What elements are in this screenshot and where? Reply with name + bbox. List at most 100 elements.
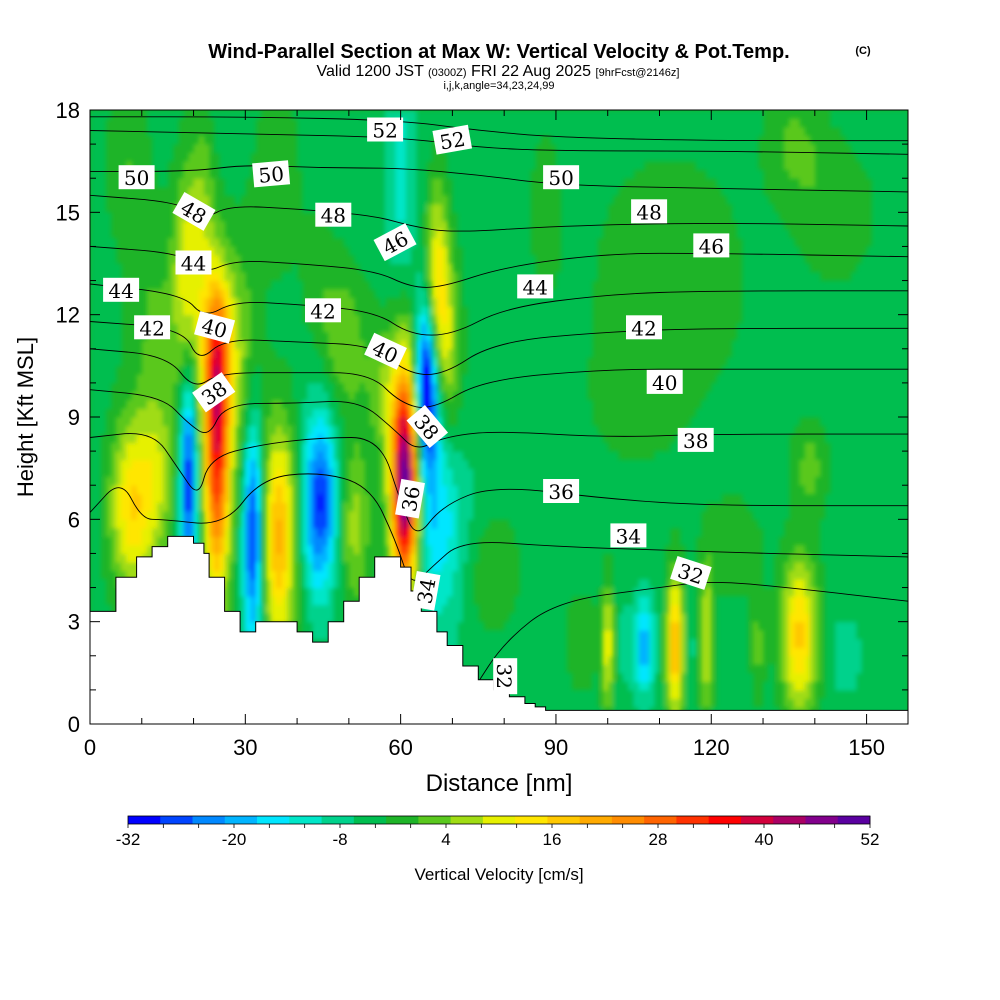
velocity-cell (462, 647, 469, 657)
velocity-cell (172, 374, 179, 384)
velocity-cell (343, 374, 350, 384)
velocity-cell (442, 203, 448, 213)
velocity-cell (229, 169, 236, 179)
velocity-cell (509, 340, 516, 350)
velocity-cell (90, 561, 96, 572)
velocity-cell (385, 161, 391, 171)
velocity-cell (348, 544, 355, 555)
velocity-cell (286, 357, 293, 367)
velocity-cell (136, 502, 143, 512)
velocity-cell (535, 391, 542, 401)
velocity-cell (374, 246, 381, 256)
velocity-cell (416, 297, 422, 307)
velocity-cell (410, 553, 417, 563)
velocity-cell (219, 135, 226, 145)
velocity-cell (354, 536, 360, 546)
velocity-cell (328, 161, 334, 171)
velocity-cell (447, 434, 454, 444)
velocity-cell (297, 417, 303, 427)
velocity-cell (255, 408, 262, 418)
velocity-cell (530, 263, 536, 273)
velocity-cell (152, 382, 158, 393)
velocity-cell (426, 485, 433, 495)
velocity-cell (390, 442, 397, 452)
velocity-cell (467, 502, 474, 512)
velocity-cell (442, 502, 448, 512)
velocity-cell (312, 502, 319, 512)
velocity-cell (302, 391, 309, 401)
velocity-cell (110, 442, 117, 452)
velocity-cell (193, 272, 200, 282)
velocity-cell (545, 698, 552, 708)
velocity-cell (442, 331, 448, 341)
velocity-cell (530, 417, 536, 427)
velocity-cell (291, 110, 298, 120)
velocity-cell (395, 374, 402, 384)
velocity-cell (519, 434, 526, 444)
velocity-cell (188, 186, 195, 196)
velocity-cell (421, 561, 428, 572)
velocity-cell (322, 178, 329, 188)
velocity-cell (203, 340, 210, 350)
velocity-cell (178, 459, 184, 469)
velocity-cell (266, 297, 272, 307)
velocity-cell (483, 382, 490, 393)
velocity-cell (483, 331, 490, 341)
velocity-cell (457, 220, 464, 230)
velocity-cell (178, 485, 184, 495)
velocity-cell (374, 144, 381, 154)
velocity-cell (271, 570, 277, 580)
velocity-cell (188, 314, 195, 324)
velocity-cell (493, 417, 500, 427)
velocity-cell (379, 331, 386, 341)
velocity-cell (519, 459, 526, 469)
velocity-cell (545, 647, 552, 657)
velocity-cell (519, 127, 526, 137)
velocity-cell (462, 630, 469, 640)
velocity-cell (162, 127, 169, 137)
velocity-cell (467, 289, 474, 299)
velocity-cell (452, 374, 459, 384)
velocity-cell (183, 493, 189, 503)
velocity-cell (478, 476, 485, 486)
velocity-cell (467, 357, 474, 367)
velocity-cell (426, 212, 433, 222)
velocity-cell (95, 135, 101, 145)
velocity-cell (100, 110, 107, 120)
velocity-cell (214, 561, 221, 572)
velocity-cell (421, 527, 428, 537)
velocity-cell (317, 613, 324, 623)
velocity-cell (90, 434, 96, 444)
velocity-cell (483, 348, 490, 358)
velocity-cell (105, 110, 112, 120)
velocity-cell (509, 357, 516, 367)
velocity-cell (307, 169, 314, 179)
velocity-cell (442, 561, 448, 572)
velocity-cell (121, 519, 127, 529)
velocity-cell (400, 272, 407, 282)
velocity-cell (514, 314, 521, 324)
velocity-cell (540, 382, 547, 393)
velocity-cell (550, 698, 557, 708)
velocity-cell (504, 331, 510, 341)
velocity-cell (234, 331, 241, 341)
velocity-cell (447, 297, 454, 307)
velocity-cell (250, 399, 257, 410)
velocity-cell (291, 502, 298, 512)
velocity-cell (276, 493, 283, 503)
velocity-cell (530, 459, 536, 469)
velocity-cell (266, 553, 272, 563)
velocity-cell (333, 476, 340, 486)
velocity-cell (198, 297, 205, 307)
velocity-cell (359, 374, 365, 384)
velocity-cell (322, 451, 329, 461)
velocity-cell (203, 442, 210, 452)
velocity-cell (286, 485, 293, 495)
velocity-cell (121, 561, 127, 572)
velocity-cell (530, 152, 536, 162)
velocity-cell (105, 314, 112, 324)
velocity-cell (146, 110, 153, 120)
velocity-cell (421, 357, 428, 367)
velocity-cell (436, 178, 443, 188)
velocity-cell (193, 536, 200, 546)
